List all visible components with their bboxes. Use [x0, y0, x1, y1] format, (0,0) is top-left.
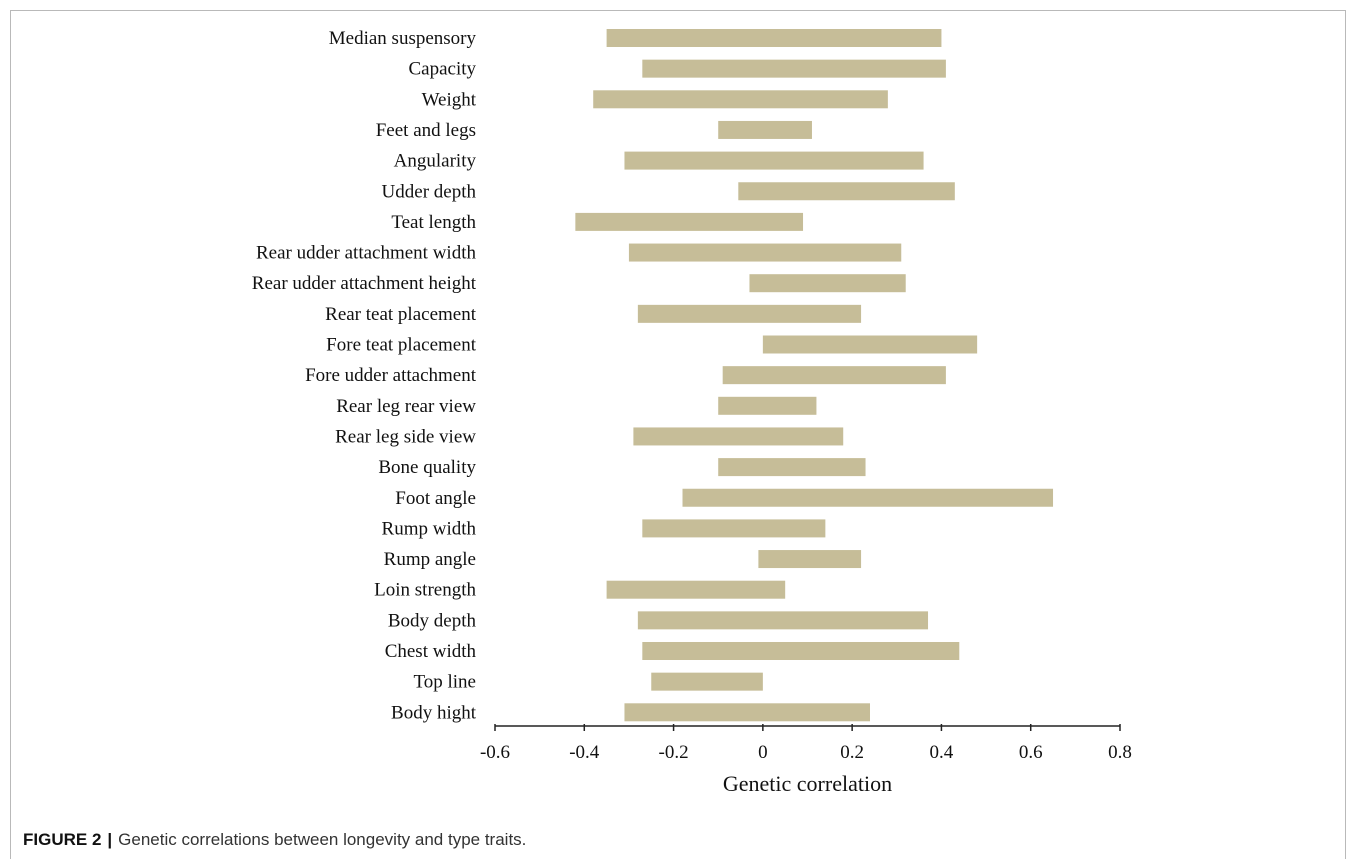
- category-label: Teat length: [391, 212, 476, 233]
- bar: [642, 519, 826, 538]
- category-label: Body depth: [388, 610, 477, 631]
- category-label: Fore udder attachment: [305, 365, 477, 386]
- x-tick-label: -0.6: [480, 742, 510, 763]
- category-label: Body hight: [391, 702, 477, 723]
- category-label: Rear leg rear view: [336, 396, 476, 417]
- bar-group: [575, 29, 1054, 722]
- bar: [637, 304, 862, 323]
- bar: [606, 29, 942, 47]
- category-label: Median suspensory: [329, 28, 477, 49]
- x-tick-label: 0.8: [1108, 742, 1132, 763]
- category-label: Angularity: [394, 151, 477, 172]
- bar: [642, 59, 946, 78]
- bar: [637, 611, 929, 630]
- x-tick-label: 0.4: [930, 742, 954, 763]
- bar: [651, 672, 763, 691]
- x-tick-label: -0.2: [659, 742, 689, 763]
- category-label: Rear udder attachment width: [256, 243, 477, 264]
- bar: [762, 335, 978, 354]
- bar: [642, 642, 960, 660]
- category-label: Weight: [422, 89, 477, 110]
- category-label: Rear udder attachment height: [252, 273, 477, 294]
- x-tick-label: 0: [758, 742, 768, 763]
- figure-label: FIGURE 2: [23, 830, 102, 849]
- bar: [624, 703, 870, 722]
- category-label: Rump angle: [384, 549, 476, 570]
- category-label: Capacity: [408, 59, 476, 80]
- bar: [606, 580, 786, 599]
- bar: [575, 212, 804, 231]
- bar: [593, 90, 888, 109]
- bar: [718, 458, 866, 477]
- category-label: Bone quality: [378, 457, 476, 478]
- range-bar-chart: Median suspensory Capacity Weight Feet and …: [252, 28, 1132, 796]
- bar: [758, 550, 862, 569]
- x-tick-label: 0.6: [1019, 742, 1043, 763]
- x-axis-title: Genetic correlation: [723, 771, 892, 796]
- figure-frame: [10, 10, 1346, 859]
- x-tick-label: 0.2: [840, 742, 864, 763]
- category-label: Chest width: [385, 641, 477, 662]
- category-label: Top line: [413, 672, 476, 693]
- bar: [718, 396, 817, 415]
- caption-separator: |: [107, 830, 113, 849]
- category-label: Fore teat placement: [326, 335, 477, 356]
- x-axis: -0.6 -0.4 -0.2 0 0.2 0.4 0.6 0.8: [480, 724, 1132, 763]
- category-label: Foot angle: [395, 488, 476, 509]
- category-label: Rump width: [382, 518, 477, 539]
- bar: [738, 182, 955, 201]
- bar: [633, 427, 844, 446]
- bar: [718, 120, 812, 139]
- bar: [682, 488, 1054, 507]
- category-label: Rear leg side view: [335, 426, 476, 447]
- figure-caption: FIGURE 2 | Genetic correlations between lo…: [23, 830, 526, 850]
- caption-text: Genetic correlations between longevity a…: [118, 830, 527, 849]
- bar: [749, 274, 906, 293]
- category-label: Loin strength: [374, 580, 476, 601]
- category-label-group: Median suspensory Capacity Weight Feet and …: [252, 28, 477, 723]
- bar: [722, 366, 946, 385]
- category-label: Rear teat placement: [325, 304, 477, 325]
- bar: [628, 243, 902, 262]
- category-label: Feet and legs: [376, 120, 476, 141]
- category-label: Udder depth: [382, 181, 477, 202]
- bar: [624, 151, 924, 170]
- x-tick-label: -0.4: [569, 742, 600, 763]
